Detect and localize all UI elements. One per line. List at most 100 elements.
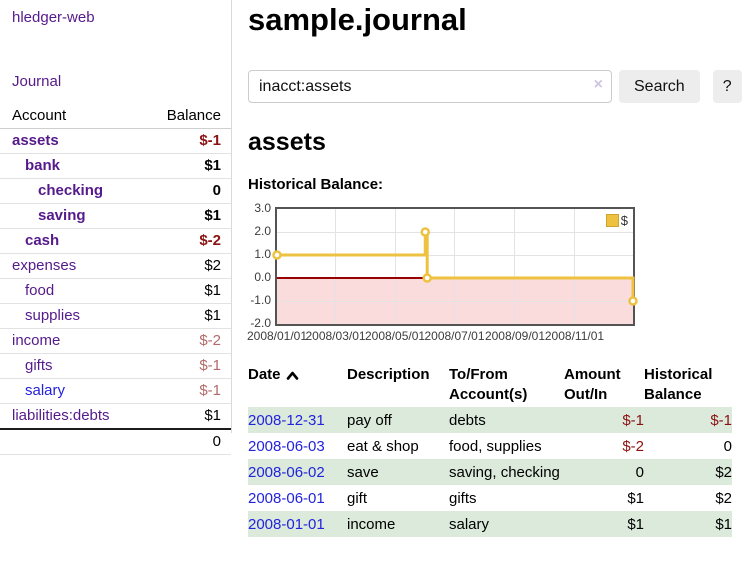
transaction-row: 2008-12-31 pay off debts $-1 $-1 bbox=[248, 407, 732, 433]
sidebar: hledger-web Journal Account Balance asse… bbox=[0, 0, 232, 455]
account-row: salary $-1 bbox=[0, 378, 231, 404]
account-link[interactable]: food bbox=[25, 282, 55, 299]
search-button[interactable]: Search bbox=[619, 70, 700, 103]
account-balance: $1 bbox=[141, 153, 231, 179]
transaction-amount: $1 bbox=[627, 490, 644, 507]
accounts-column-label: To/From Account(s) bbox=[449, 366, 528, 403]
transaction-date-link[interactable]: 2008-12-31 bbox=[248, 412, 325, 429]
account-link[interactable]: checking bbox=[38, 182, 104, 199]
accounts-table: Account Balance assets $-1 bank $1 check… bbox=[0, 104, 231, 455]
sort-by-date-button[interactable]: Date bbox=[248, 365, 299, 385]
y-axis-tick-label: 0.0 bbox=[254, 270, 271, 284]
accounts-table-header: Account Balance bbox=[0, 104, 231, 129]
transaction-amount: 0 bbox=[564, 459, 644, 485]
transaction-accounts: gifts bbox=[449, 490, 477, 507]
transaction-balance: $2 bbox=[644, 459, 732, 485]
accounts-header-account: Account bbox=[0, 104, 142, 129]
account-balance: 0 bbox=[141, 178, 231, 204]
chart-plot: $ bbox=[272, 207, 638, 326]
transaction-balance: $1 bbox=[644, 511, 732, 537]
transaction-description: income bbox=[347, 511, 449, 537]
accounts-total-value: 0 bbox=[141, 428, 231, 455]
transaction-row: 2008-06-01 gift gifts $1 $2 bbox=[248, 485, 732, 511]
x-axis-tick-label: 2008/09/01 bbox=[484, 329, 545, 343]
account-link[interactable]: liabilities:debts bbox=[12, 407, 110, 424]
search-input[interactable] bbox=[248, 70, 612, 103]
x-axis-tick-label: 2008/07/01 bbox=[424, 329, 485, 343]
date-column-label: Date bbox=[248, 366, 281, 383]
account-link[interactable]: income bbox=[12, 332, 61, 349]
transaction-balance: $-1 bbox=[644, 407, 732, 433]
account-balance: $1 bbox=[204, 407, 221, 424]
chart-title: Historical Balance: bbox=[248, 176, 384, 193]
account-row: income $-2 bbox=[0, 328, 231, 354]
transaction-description: save bbox=[347, 459, 449, 485]
transaction-balance: $2 bbox=[715, 490, 732, 507]
y-axis-tick-label: 3.0 bbox=[254, 201, 271, 215]
account-row: supplies $1 bbox=[0, 303, 231, 329]
y-axis-tick-label: -2.0 bbox=[250, 316, 271, 330]
balance-column-label: Historical Balance bbox=[644, 366, 713, 403]
chart-legend: $ bbox=[603, 212, 630, 229]
register-header-row: Date Description To/From Account(s) Amou… bbox=[248, 363, 732, 407]
search-box: × bbox=[248, 70, 612, 103]
account-row: liabilities:debts $1 bbox=[0, 404, 231, 430]
chart: $ 3.0 2.0 1.0 0.0 -1.0 -2.0 2008/01/01 2008/03/… bbox=[246, 201, 742, 343]
account-row: saving $1 bbox=[0, 203, 231, 229]
accounts-total-row: 0 bbox=[0, 428, 231, 455]
legend-label: $ bbox=[620, 213, 628, 228]
transaction-accounts: saving, checking bbox=[449, 459, 564, 485]
transaction-amount: $-2 bbox=[622, 438, 644, 455]
account-balance: $-1 bbox=[141, 378, 231, 404]
transaction-description: pay off bbox=[347, 407, 449, 433]
account-balance: $-1 bbox=[141, 128, 231, 154]
account-balance: $1 bbox=[141, 303, 231, 329]
search-form: × Search ? bbox=[248, 70, 742, 103]
clear-search-icon[interactable]: × bbox=[593, 76, 603, 93]
account-link[interactable]: salary bbox=[25, 382, 66, 399]
transaction-description: eat & shop bbox=[347, 438, 419, 455]
sort-ascending-icon bbox=[286, 371, 298, 380]
account-link[interactable]: assets bbox=[12, 132, 59, 149]
help-button[interactable]: ? bbox=[712, 70, 742, 103]
accounts-total-spacer bbox=[0, 428, 142, 455]
account-row: assets $-1 bbox=[0, 128, 231, 154]
account-link[interactable]: supplies bbox=[25, 307, 81, 324]
accounts-header-balance: Balance bbox=[141, 104, 231, 129]
description-column-label: Description bbox=[347, 366, 430, 383]
legend-swatch bbox=[605, 214, 619, 227]
account-link[interactable]: gifts bbox=[25, 357, 53, 374]
account-row: food $1 bbox=[0, 278, 231, 304]
transaction-row: 2008-01-01 income salary $1 $1 bbox=[248, 511, 732, 537]
y-axis-tick-label: 1.0 bbox=[254, 247, 271, 261]
transaction-accounts: food, supplies bbox=[449, 438, 542, 455]
account-balance: $-2 bbox=[141, 328, 231, 354]
x-axis-tick-label: 2008/11/01 bbox=[544, 329, 605, 343]
account-link[interactable]: bank bbox=[25, 157, 61, 174]
main-content: sample.journal × Search ? assets Histori… bbox=[233, 0, 742, 537]
account-balance: $-1 bbox=[141, 353, 231, 379]
transaction-row: 2008-06-02 save saving, checking 0 $2 bbox=[248, 459, 732, 485]
app-brand-link[interactable]: hledger-web bbox=[12, 9, 95, 26]
account-row: cash $-2 bbox=[0, 228, 231, 254]
transaction-row: 2008-06-03 eat & shop food, supplies $-2… bbox=[248, 433, 732, 459]
transaction-description: gift bbox=[347, 490, 368, 507]
account-balance: $1 bbox=[141, 278, 231, 304]
transaction-accounts: salary bbox=[449, 511, 564, 537]
account-row: bank $1 bbox=[0, 153, 231, 179]
transaction-date-link[interactable]: 2008-01-01 bbox=[248, 516, 325, 533]
account-heading: assets bbox=[248, 128, 326, 156]
page-title: sample.journal bbox=[248, 2, 467, 37]
sidebar-item-journal[interactable]: Journal bbox=[12, 73, 62, 90]
account-row: gifts $-1 bbox=[0, 353, 231, 379]
transaction-date-link[interactable]: 2008-06-03 bbox=[248, 438, 325, 455]
account-link[interactable]: cash bbox=[25, 232, 60, 249]
balance-series-line bbox=[272, 227, 638, 306]
account-link[interactable]: saving bbox=[38, 207, 86, 224]
transaction-date-link[interactable]: 2008-06-02 bbox=[248, 464, 325, 481]
account-link[interactable]: expenses bbox=[12, 257, 77, 274]
account-row: checking 0 bbox=[0, 178, 231, 204]
transaction-date-link[interactable]: 2008-06-01 bbox=[248, 490, 325, 507]
x-axis-tick-label: 2008/03/01 bbox=[305, 329, 366, 343]
x-axis-tick-label: 2008/01/01 bbox=[246, 329, 308, 343]
